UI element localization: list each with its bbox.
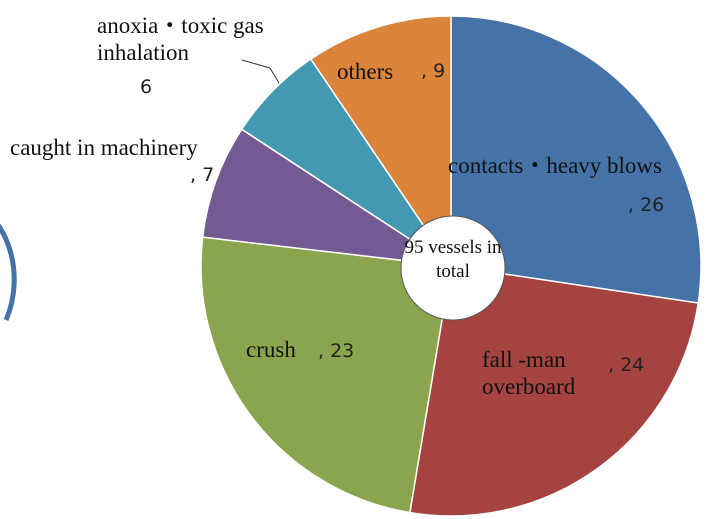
leader-line — [241, 59, 271, 69]
slice-label: contacts・heavy blows — [448, 153, 662, 178]
value-label: , 23 — [318, 340, 355, 362]
center-label: 95 vessels in total — [404, 237, 502, 282]
slice-label: anoxia・toxic gas inhalation — [97, 13, 264, 65]
center-hole — [400, 215, 506, 321]
pie-slice — [200, 236, 452, 514]
slice-label: crush — [246, 337, 296, 362]
slice-label: caught in machinery — [10, 135, 198, 160]
slice-label: fall -man overboard — [482, 347, 576, 399]
pie-slice — [450, 15, 702, 304]
value-label: , 26 — [628, 194, 665, 216]
value-label: , 24 — [608, 354, 645, 376]
pie-slice — [201, 128, 452, 267]
pie-slice — [309, 15, 452, 269]
decorative-arc — [0, 223, 17, 322]
value-label: , 9 — [421, 60, 446, 82]
value-label: 6 — [140, 76, 153, 98]
slice-label: others — [337, 59, 394, 84]
value-label: , 7 — [190, 164, 215, 186]
pie-slice — [408, 265, 700, 517]
